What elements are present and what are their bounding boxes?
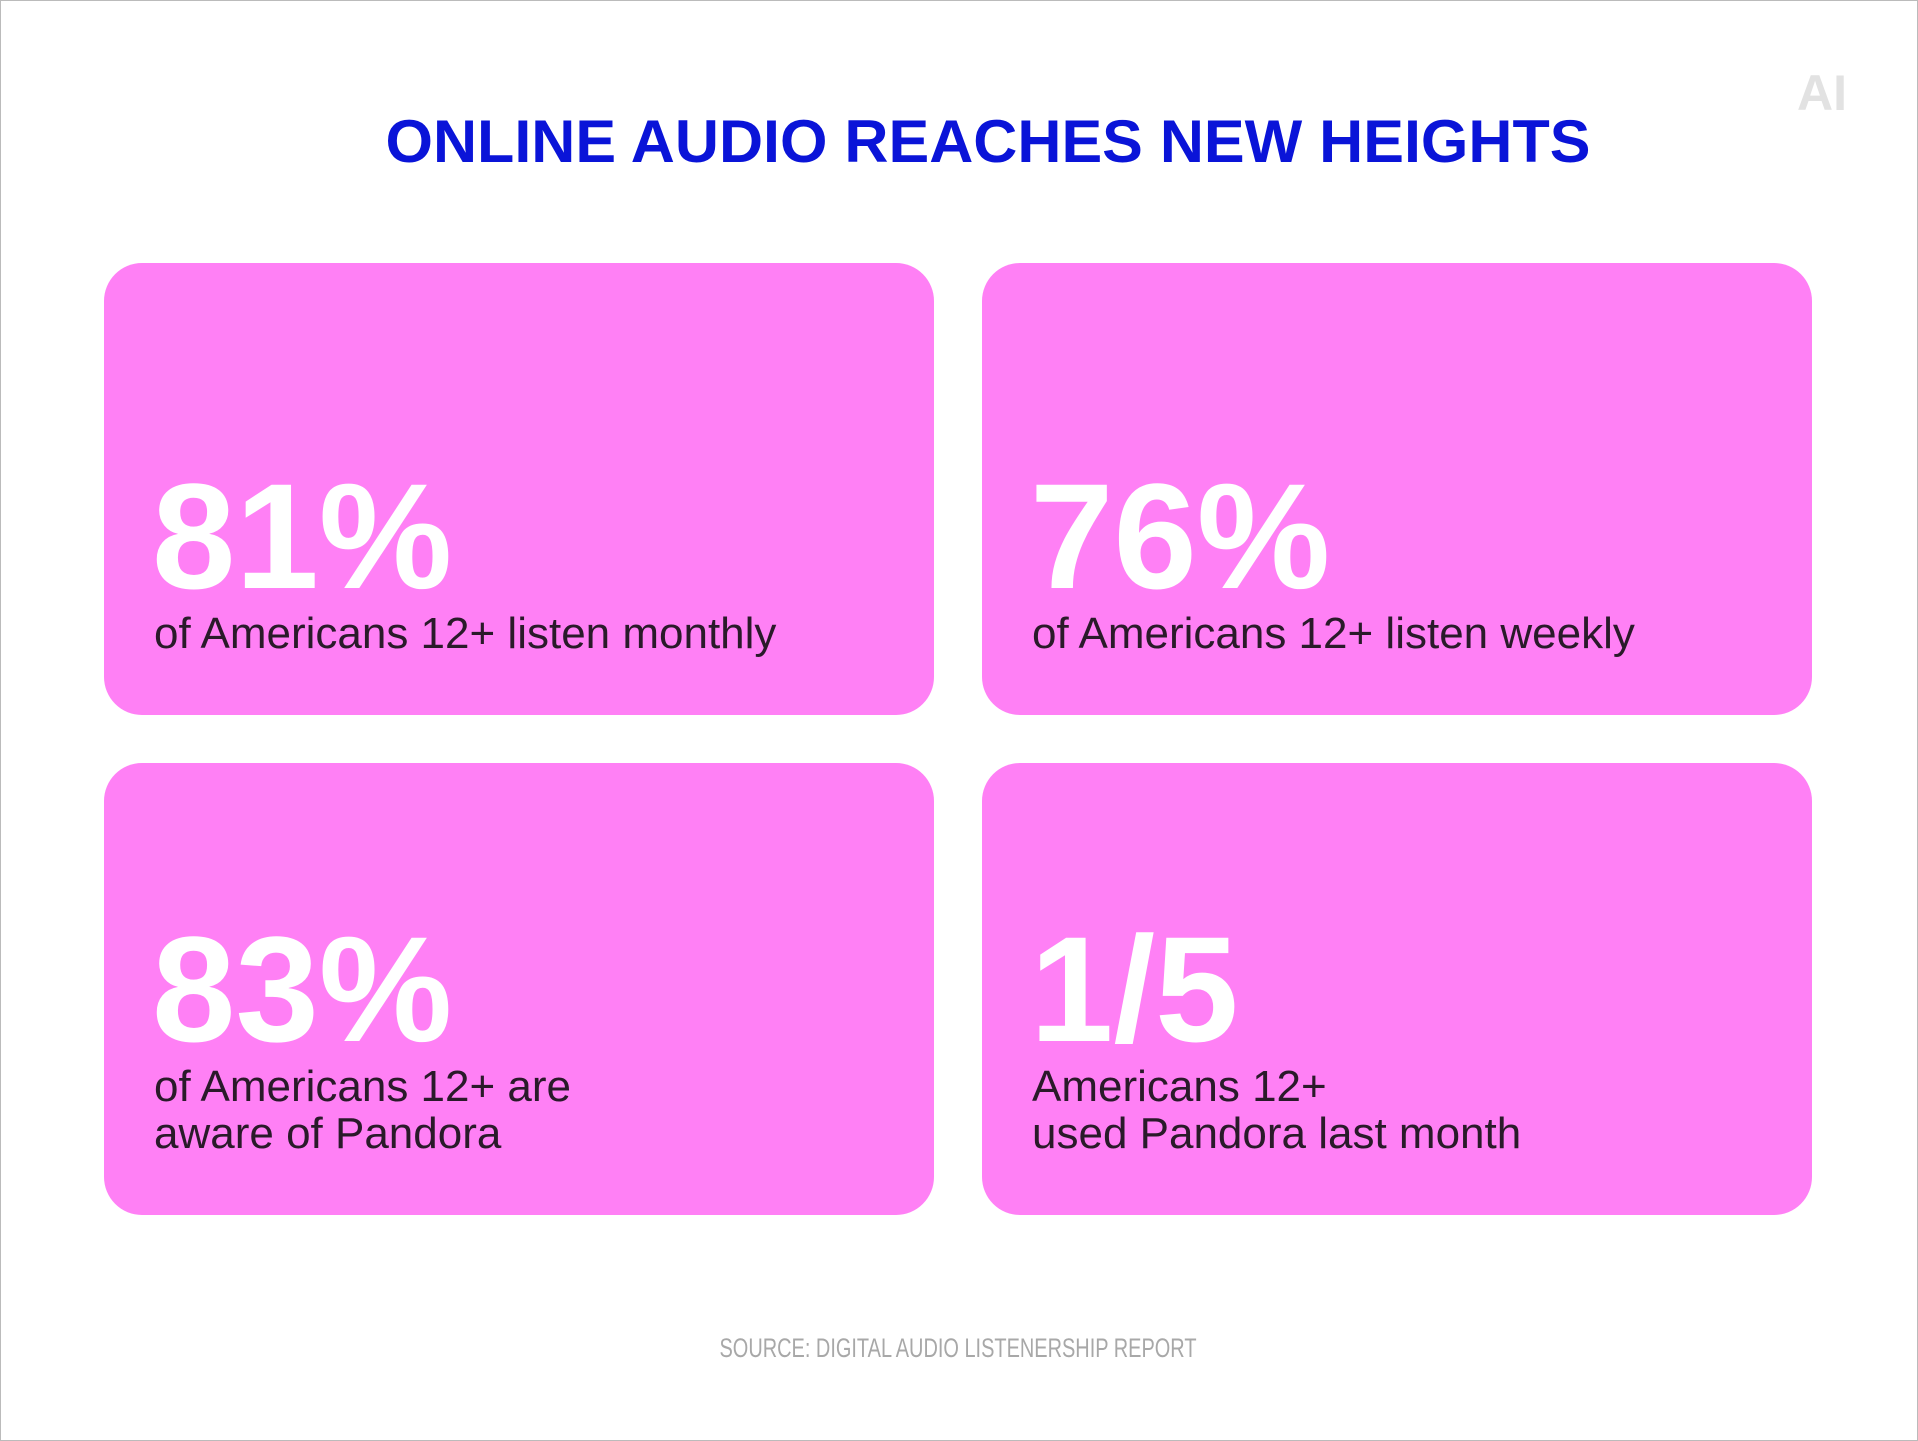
stat-value: 81% (152, 452, 452, 620)
stat-card (982, 263, 1812, 715)
stat-description: of Americans 12+ listen weekly (1032, 609, 1635, 658)
source: SOURCE: DIGITAL AUDIO LISTENERSHIP REPOR… (720, 1333, 1197, 1363)
stat-description: Americans 12+ (1032, 1062, 1327, 1111)
stat-value: 83% (152, 905, 452, 1073)
stat-description: of Americans 12+ are (154, 1062, 571, 1111)
stat-value: 76% (1030, 452, 1330, 620)
title: ONLINE AUDIO REACHES NEW HEIGHTS (386, 108, 1591, 175)
stat-card (982, 763, 1812, 1215)
stat-value: 1/5 (1030, 905, 1239, 1073)
stat-card (104, 263, 934, 715)
stat-card (104, 763, 934, 1215)
stat-description: used Pandora last month (1032, 1109, 1521, 1158)
stat-description: of Americans 12+ listen monthly (154, 609, 776, 658)
logo: AI (1797, 65, 1847, 121)
stat-description: aware of Pandora (154, 1109, 502, 1158)
